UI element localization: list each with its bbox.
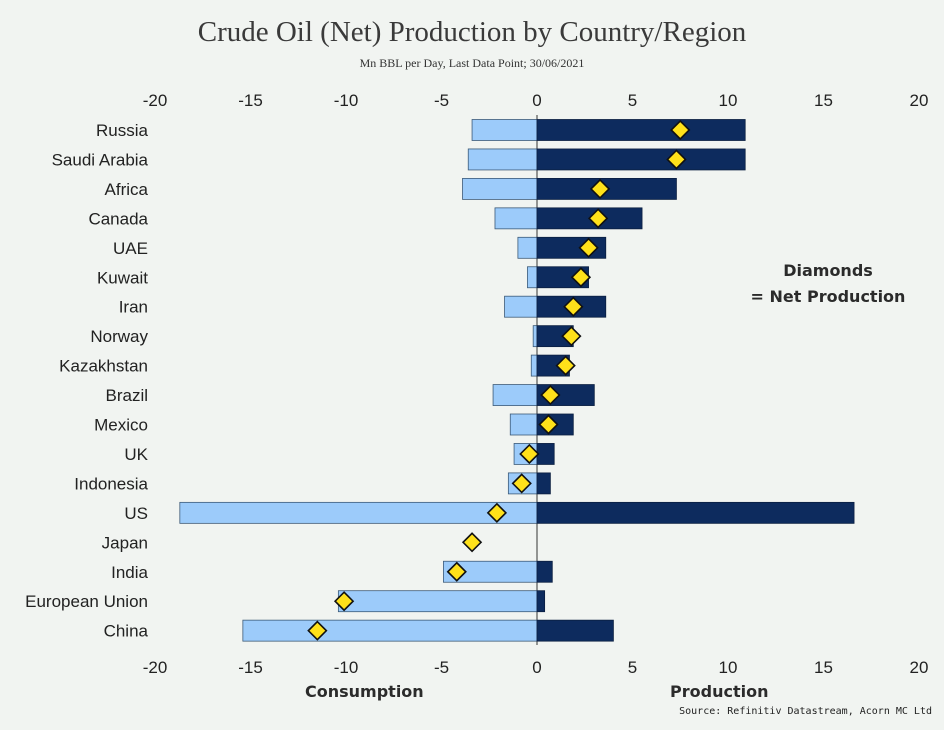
net-production-diamond [589, 178, 611, 200]
category-label: Africa [105, 180, 149, 199]
x-tick-label-top: -10 [334, 91, 359, 110]
consumption-axis-label: Consumption [305, 682, 424, 701]
x-tick-label-top: 20 [910, 91, 929, 110]
x-tick-label-top: 0 [532, 91, 541, 110]
net-production-diamond [307, 620, 328, 641]
category-label: Kazakhstan [59, 357, 148, 376]
production-bar [536, 148, 746, 171]
net-production-diamond [540, 384, 561, 406]
x-tick-label-top: 15 [814, 91, 833, 110]
category-label: UAE [113, 239, 148, 258]
net-production-diamond [486, 502, 508, 523]
consumption-bar [527, 266, 538, 289]
production-bar [536, 590, 546, 613]
category-label: Saudi Arabia [52, 150, 149, 169]
x-tick-label-top: -20 [143, 91, 168, 110]
net-production-diamond [446, 561, 467, 582]
source-note: Source: Refinitiv Datastream, Acorn MC L… [679, 706, 932, 717]
net-production-diamond [670, 119, 691, 141]
category-label: Russia [96, 121, 149, 140]
production-bar [536, 443, 555, 465]
production-bar [536, 501, 855, 524]
category-label: Mexico [94, 416, 148, 435]
net-production-diamond [570, 267, 592, 288]
production-bar [536, 619, 614, 642]
consumption-bar [494, 207, 538, 230]
production-bar [536, 472, 551, 495]
consumption-bar [242, 619, 538, 642]
x-tick-label-bottom: -20 [143, 658, 168, 677]
diamond-annotation: Diamonds = Net Production [728, 258, 928, 310]
net-production-diamond [511, 473, 532, 494]
x-tick-label-bottom: 5 [628, 658, 637, 677]
consumption-bar [532, 325, 538, 348]
x-tick-label-top: 10 [719, 91, 738, 110]
annotation-line-2: = Net Production [750, 287, 906, 306]
x-tick-label-bottom: -10 [334, 658, 359, 677]
net-production-diamond [333, 591, 355, 612]
consumption-bar [471, 119, 538, 141]
category-label: Japan [102, 533, 148, 552]
production-axis-label: Production [670, 682, 769, 701]
consumption-bar [337, 590, 538, 613]
net-production-diamond [666, 149, 687, 170]
annotation-line-1: Diamonds [783, 261, 873, 280]
category-label: Indonesia [74, 474, 148, 493]
x-tick-label-top: -15 [238, 91, 263, 110]
consumption-bar [179, 501, 538, 524]
category-label: European Union [25, 592, 148, 611]
net-production-diamond [519, 443, 540, 465]
consumption-bar [517, 236, 538, 259]
consumption-bar [530, 354, 538, 377]
x-tick-label-bottom: 10 [719, 658, 738, 677]
production-bar [536, 119, 746, 141]
x-tick-label-top: -5 [434, 91, 449, 110]
consumption-bar [509, 413, 538, 436]
category-label: India [111, 563, 148, 582]
net-production-diamond [555, 355, 576, 376]
net-production-diamond [578, 237, 599, 258]
net-production-diamond [538, 414, 559, 435]
consumption-bar [492, 384, 538, 406]
chart-title: Crude Oil (Net) Production by Country/Re… [197, 16, 747, 48]
x-tick-label-bottom: -15 [238, 658, 263, 677]
consumption-bar [467, 148, 538, 171]
net-production-diamond [563, 296, 584, 317]
production-bar [536, 560, 553, 583]
x-tick-label-bottom: 15 [814, 658, 833, 677]
category-label: Brazil [105, 386, 148, 405]
net-production-diamond [587, 208, 609, 229]
category-label: Canada [88, 209, 148, 228]
consumption-bar [462, 177, 538, 200]
chart-subtitle: Mn BBL per Day, Last Data Point; 30/06/2… [359, 56, 585, 70]
category-label: China [104, 622, 149, 641]
x-tick-label-bottom: 20 [910, 658, 929, 677]
category-label: US [124, 504, 148, 523]
category-label: UK [124, 445, 148, 464]
consumption-bar [504, 295, 538, 318]
category-label: Iran [119, 298, 148, 317]
x-tick-label-bottom: -5 [434, 658, 449, 677]
x-tick-label-top: 5 [628, 91, 637, 110]
net-production-diamond [461, 532, 483, 553]
x-tick-label-bottom: 0 [532, 658, 541, 677]
category-label: Norway [90, 327, 148, 346]
net-production-diamond [561, 326, 582, 347]
category-label: Kuwait [97, 268, 148, 287]
